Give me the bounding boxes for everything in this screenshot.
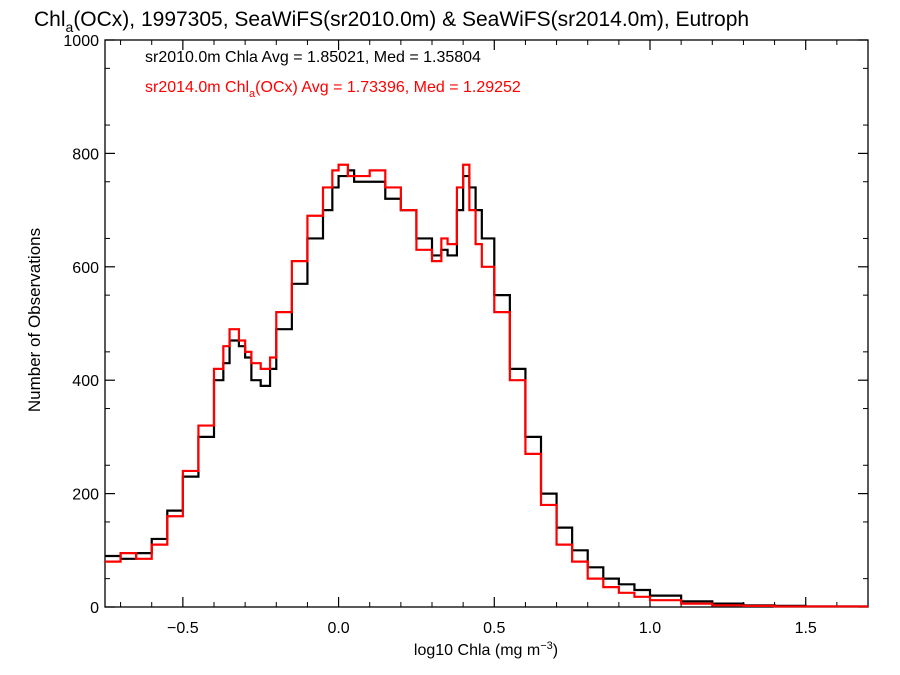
x-axis-label-end: ): [553, 642, 558, 659]
chart-title-main: Chl: [34, 8, 66, 31]
axis-ticks: [105, 39, 869, 608]
x-tick-label: 0.5: [483, 620, 505, 637]
y-axis-label: Number of Observations: [25, 228, 44, 412]
y-tick-label: 200: [72, 487, 99, 504]
y-tick-label: 0: [90, 600, 99, 617]
x-axis-label: log10 Chla (mg m−3): [414, 640, 558, 659]
legend-entry-sr2014-main: sr2014.0m Chl: [145, 79, 249, 96]
legend-entry-sr2014-subscript: a: [249, 88, 256, 100]
y-tick-label: 1000: [63, 33, 99, 50]
legend-entry-sr2014: sr2014.0m Chla(OCx) Avg = 1.73396, Med =…: [145, 79, 521, 100]
chart-title-subscript: a: [66, 19, 74, 35]
y-tick-label: 600: [72, 260, 99, 277]
chart-title: Chla(OCx), 1997305, SeaWiFS(sr2010.0m) &…: [34, 8, 749, 35]
legend: sr2010.0m Chla Avg = 1.85021, Med = 1.35…: [145, 49, 521, 100]
axis-tick-labels: −0.5 0.0 0.5 1.0 1.5 0 200 400 600 800 1000: [63, 33, 817, 637]
y-tick-label: 800: [72, 146, 99, 163]
x-tick-label: 0.0: [327, 620, 349, 637]
plot-area-frame: [104, 39, 869, 608]
x-axis-label-superscript: −3: [540, 640, 553, 652]
x-axis-label-main: log10 Chla (mg m: [414, 642, 540, 659]
chart-title-rest: (OCx), 1997305, SeaWiFS(sr2010.0m) & Sea…: [73, 8, 749, 31]
x-tick-label: 1.5: [795, 620, 817, 637]
legend-entry-sr2014-rest: (OCx) Avg = 1.73396, Med = 1.29252: [255, 79, 521, 96]
data-series-group: [105, 163, 868, 608]
y-tick-label: 400: [72, 373, 99, 390]
x-tick-label: −0.5: [167, 620, 199, 637]
series-line-1: [105, 163, 868, 608]
x-tick-label: 1.0: [639, 620, 661, 637]
legend-entry-sr2010: sr2010.0m Chla Avg = 1.85021, Med = 1.35…: [145, 49, 481, 66]
